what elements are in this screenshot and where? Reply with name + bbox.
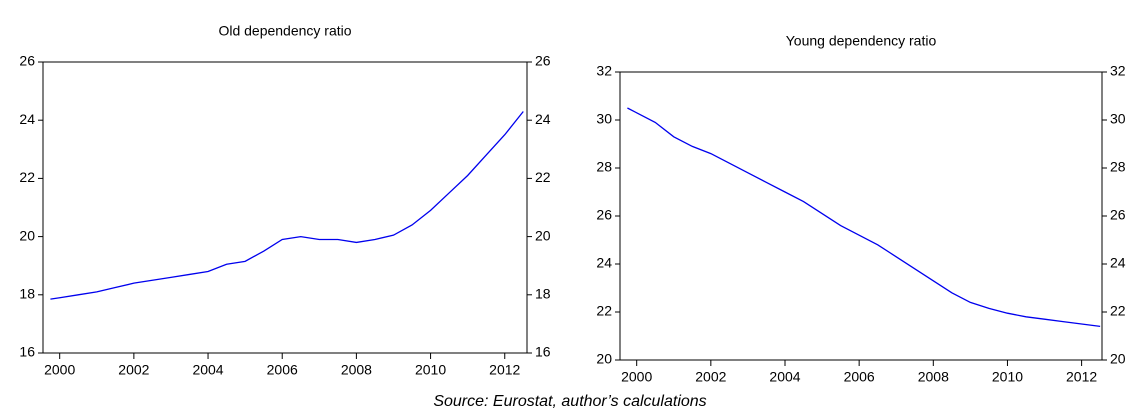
x-tick-label: 2002 bbox=[118, 362, 149, 378]
y-tick-label: 20 bbox=[596, 351, 612, 367]
x-tick-label: 2010 bbox=[415, 362, 446, 378]
x-tick-label: 2006 bbox=[267, 362, 298, 378]
data-line bbox=[627, 107, 1101, 328]
y2-tick-label: 28 bbox=[1110, 159, 1126, 175]
y2-tick-label: 18 bbox=[535, 286, 551, 302]
y-tick-label: 24 bbox=[19, 111, 35, 127]
x-tick-label: 2006 bbox=[844, 369, 875, 385]
y-tick-label: 22 bbox=[19, 169, 35, 185]
y2-tick-label: 26 bbox=[1110, 207, 1126, 223]
y2-tick-label: 20 bbox=[535, 227, 551, 243]
y-tick-label: 20 bbox=[19, 227, 35, 243]
data-line bbox=[50, 111, 524, 300]
x-tick-label: 2004 bbox=[769, 369, 800, 385]
y2-tick-label: 22 bbox=[535, 169, 551, 185]
y2-tick-label: 16 bbox=[535, 344, 551, 360]
y-tick-label: 26 bbox=[19, 53, 35, 69]
y-tick-label: 16 bbox=[19, 344, 35, 360]
y2-tick-label: 24 bbox=[535, 111, 551, 127]
chart-title: Old dependency ratio bbox=[218, 23, 351, 39]
y2-tick-label: 20 bbox=[1110, 351, 1126, 367]
plot-frame bbox=[42, 61, 528, 354]
y-tick-label: 30 bbox=[596, 111, 612, 127]
y2-tick-label: 32 bbox=[1110, 63, 1126, 79]
x-tick-label: 2000 bbox=[621, 369, 652, 385]
x-tick-label: 2010 bbox=[992, 369, 1023, 385]
y2-tick-label: 24 bbox=[1110, 255, 1126, 271]
x-tick-label: 2000 bbox=[44, 362, 75, 378]
x-tick-label: 2002 bbox=[695, 369, 726, 385]
y2-tick-label: 26 bbox=[535, 53, 551, 69]
y2-tick-label: 30 bbox=[1110, 111, 1126, 127]
x-tick-label: 2012 bbox=[1066, 369, 1097, 385]
y-tick-label: 24 bbox=[596, 255, 612, 271]
x-tick-label: 2008 bbox=[341, 362, 372, 378]
y-tick-label: 26 bbox=[596, 207, 612, 223]
y-tick-label: 32 bbox=[596, 63, 612, 79]
y-tick-label: 28 bbox=[596, 159, 612, 175]
y2-tick-label: 22 bbox=[1110, 303, 1126, 319]
chart-title: Young dependency ratio bbox=[786, 33, 937, 49]
x-tick-label: 2004 bbox=[192, 362, 223, 378]
x-tick-label: 2008 bbox=[918, 369, 949, 385]
x-tick-label: 2012 bbox=[489, 362, 520, 378]
y-tick-label: 18 bbox=[19, 286, 35, 302]
source-note: Source: Eurostat, author’s calculations bbox=[433, 393, 706, 410]
y-tick-label: 22 bbox=[596, 303, 612, 319]
